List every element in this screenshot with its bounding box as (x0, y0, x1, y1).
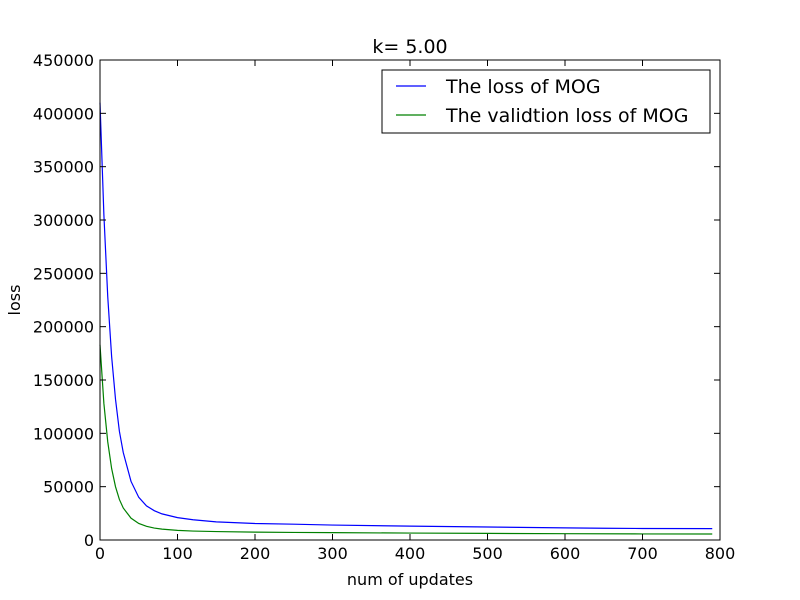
chart-title: k= 5.00 (372, 36, 447, 58)
y-tick-label-2: 100000 (33, 424, 94, 443)
x-tick-label-7: 700 (627, 544, 658, 563)
series-line-0 (99, 102, 713, 530)
y-tick-label-3: 150000 (33, 371, 94, 390)
ticks: 0 100 200 300 400 500 600 700 800 0 50000 100000 150… (33, 51, 735, 563)
legend: The loss of MOG The validtion loss of MOG (381, 69, 711, 134)
y-tick-label-9: 450000 (33, 51, 94, 70)
x-tick-label-1: 100 (162, 544, 193, 563)
x-tick-label-0: 0 (95, 544, 105, 563)
y-tick-label-8: 400000 (33, 104, 94, 123)
y-tick-label-1: 50000 (43, 478, 94, 497)
y-axis-label: loss (5, 285, 24, 316)
y-tick-label-6: 300000 (33, 211, 94, 230)
series-line-1 (99, 344, 713, 535)
x-tick-label-2: 200 (240, 544, 271, 563)
x-tick-label-4: 400 (395, 544, 426, 563)
legend-label-1: The validtion loss of MOG (445, 105, 688, 127)
x-tick-label-5: 500 (472, 544, 503, 563)
y-tick-label-5: 250000 (33, 264, 94, 283)
x-tick-label-6: 600 (550, 544, 581, 563)
plot-frame (99, 59, 721, 541)
x-tick-label-3: 300 (317, 544, 348, 563)
x-tick-label-8: 800 (705, 544, 736, 563)
x-axis-label: num of updates (347, 570, 473, 589)
y-tick-label-7: 350000 (33, 158, 94, 177)
y-tick-label-0: 0 (84, 531, 94, 550)
legend-label-0: The loss of MOG (445, 76, 601, 98)
y-tick-label-4: 200000 (33, 318, 94, 337)
plot-lines (99, 102, 713, 535)
legend-box (381, 69, 711, 134)
